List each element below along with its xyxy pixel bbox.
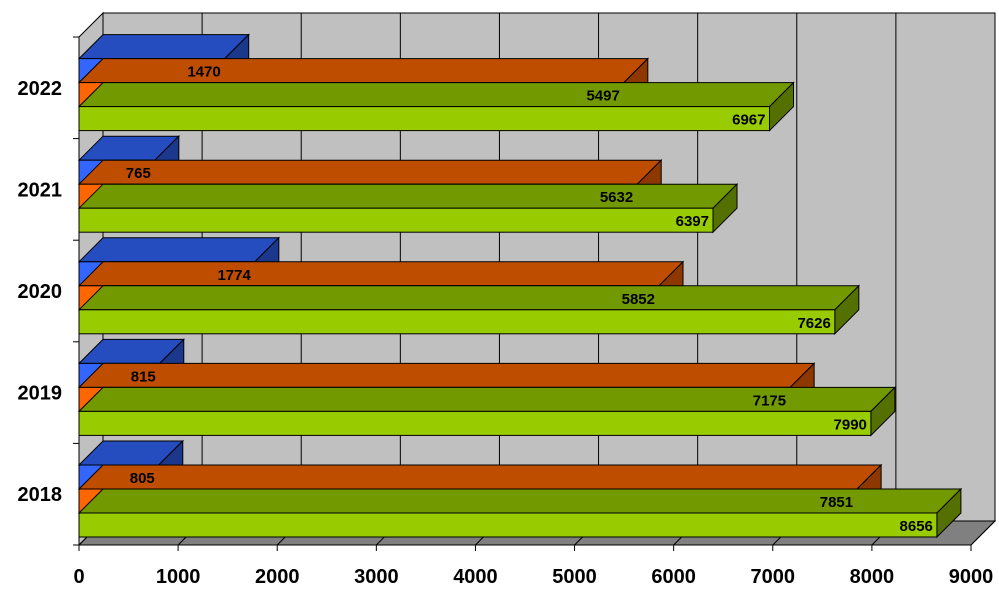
x-tick-label: 7000	[751, 566, 796, 588]
data-label: 7990	[834, 416, 867, 433]
bar-top-face	[77, 58, 650, 84]
data-label: 1470	[187, 64, 220, 81]
x-tick-label: 0	[73, 566, 84, 588]
bar-top-face	[77, 285, 861, 311]
bar	[78, 106, 771, 132]
data-label: 8656	[900, 518, 933, 535]
bar-top-face	[77, 183, 739, 209]
data-label: 7175	[753, 392, 786, 409]
data-label: 5632	[600, 189, 633, 206]
bar-top-face	[77, 237, 281, 263]
axes	[73, 36, 972, 551]
x-tick-label: 9000	[949, 566, 994, 588]
data-label: 7851	[820, 494, 853, 511]
data-label: 815	[131, 368, 156, 385]
x-tick-label: 2000	[255, 566, 300, 588]
bar-top-face	[77, 261, 685, 287]
data-label: 5497	[586, 88, 619, 105]
x-tick-label: 4000	[453, 566, 498, 588]
data-label: 765	[126, 165, 151, 182]
data-label: 1774	[217, 267, 251, 284]
bar-top-face	[77, 82, 795, 108]
bar-top-face	[77, 34, 250, 60]
data-label: 6397	[676, 213, 709, 230]
floor-gridline	[970, 520, 996, 546]
category-label: 2022	[18, 78, 63, 100]
category-label: 2020	[18, 281, 63, 303]
bars	[77, 33, 963, 539]
data-label: 5852	[622, 291, 655, 308]
category-label: 2018	[18, 484, 63, 506]
bar	[78, 512, 938, 538]
category-label: 2019	[18, 383, 63, 405]
bar	[78, 309, 836, 335]
data-label: 7626	[797, 315, 830, 332]
bar	[78, 410, 872, 436]
bar-top-face	[77, 159, 663, 185]
data-label: 6967	[732, 112, 765, 129]
labels: 0 1000 2000 3000 4000 5000 6000 7000 8000 9000 202…	[18, 64, 994, 588]
x-tick-label: 3000	[354, 566, 399, 588]
bar-top-face	[77, 362, 816, 388]
x-tick-label: 5000	[552, 566, 597, 588]
category-label: 2021	[18, 179, 63, 201]
x-tick-label: 1000	[156, 566, 201, 588]
bar-top-face	[77, 464, 883, 490]
data-label: 805	[130, 470, 155, 487]
x-tick-label: 8000	[850, 566, 895, 588]
bar	[78, 207, 714, 233]
x-tick-label: 6000	[651, 566, 696, 588]
